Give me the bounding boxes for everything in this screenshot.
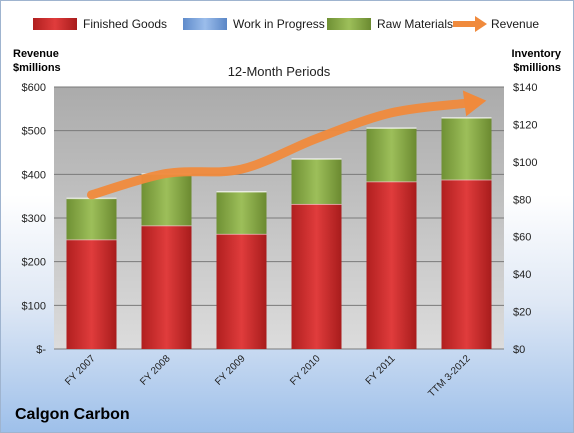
left-tick-label: $400 bbox=[22, 169, 46, 181]
legend-swatch-work-in-progress bbox=[183, 18, 227, 30]
bar-raw-materials bbox=[366, 128, 417, 182]
bar-raw-materials bbox=[66, 198, 117, 240]
legend: Finished Goods Work in Progress Raw Mate… bbox=[33, 16, 539, 32]
bar-raw-materials bbox=[216, 191, 267, 234]
right-axis-title-line2: $millions bbox=[513, 62, 561, 74]
company-name: Calgon Carbon bbox=[15, 406, 130, 423]
bar-raw-materials bbox=[141, 174, 192, 226]
bar-finished-goods bbox=[441, 179, 492, 349]
legend-label-work-in-progress: Work in Progress bbox=[233, 17, 325, 31]
left-tick-label: $300 bbox=[22, 213, 46, 225]
bars bbox=[66, 117, 492, 349]
x-tick-label: FY 2009 bbox=[213, 353, 248, 388]
bar-raw-materials bbox=[291, 159, 342, 204]
right-tick-label: $60 bbox=[513, 232, 531, 244]
bar-finished-goods bbox=[291, 203, 342, 349]
left-axis-title-line1: Revenue bbox=[13, 48, 59, 60]
right-tick-label: $20 bbox=[513, 307, 531, 319]
bar-finished-goods bbox=[66, 239, 117, 349]
left-tick-label: $- bbox=[36, 344, 46, 356]
right-tick-label: $80 bbox=[513, 194, 531, 206]
right-axis-title-line1: Inventory bbox=[511, 48, 561, 60]
left-tick-label: $600 bbox=[22, 82, 46, 94]
legend-swatch-raw-materials bbox=[327, 18, 371, 30]
revenue-line bbox=[87, 90, 487, 200]
right-axis-ticks: $0 $20 $40 $60 $80 $100 $120 $140 bbox=[513, 82, 537, 356]
legend-swatch-finished-goods bbox=[33, 18, 77, 30]
gridlines bbox=[54, 86, 504, 350]
bar-raw-materials bbox=[441, 117, 492, 180]
right-tick-label: $100 bbox=[513, 157, 537, 169]
left-tick-label: $500 bbox=[22, 126, 46, 138]
revenue-arrowhead bbox=[462, 90, 487, 117]
legend-arrowhead-revenue bbox=[475, 16, 487, 32]
right-tick-label: $40 bbox=[513, 269, 531, 281]
right-tick-label: $140 bbox=[513, 82, 537, 94]
left-tick-label: $200 bbox=[22, 257, 46, 269]
bar-finished-goods bbox=[216, 233, 267, 349]
legend-label-raw-materials: Raw Materials bbox=[377, 17, 453, 31]
right-tick-label: $120 bbox=[513, 119, 537, 131]
x-tick-label: FY 2007 bbox=[63, 353, 98, 388]
left-axis-ticks: $- $100 $200 $300 $400 $500 $600 bbox=[22, 82, 47, 356]
legend-label-finished-goods: Finished Goods bbox=[83, 17, 167, 31]
left-axis-title-line2: $millions bbox=[13, 62, 61, 74]
legend-label-revenue: Revenue bbox=[491, 17, 539, 31]
bar-finished-goods bbox=[366, 181, 417, 349]
x-tick-label: FY 2011 bbox=[364, 353, 398, 387]
chart-title: 12-Month Periods bbox=[228, 64, 331, 79]
x-tick-label: FY 2010 bbox=[288, 353, 323, 388]
bar-finished-goods bbox=[141, 225, 192, 349]
x-axis-ticks: FY 2007 FY 2008 FY 2009 FY 2010 FY 2011 TTM 3… bbox=[63, 353, 473, 400]
x-tick-label: FY 2008 bbox=[138, 353, 173, 388]
left-tick-label: $100 bbox=[22, 300, 46, 312]
revenue-line-path bbox=[87, 98, 471, 200]
right-tick-label: $0 bbox=[513, 344, 525, 356]
x-tick-label: TTM 3-2012 bbox=[426, 353, 473, 400]
